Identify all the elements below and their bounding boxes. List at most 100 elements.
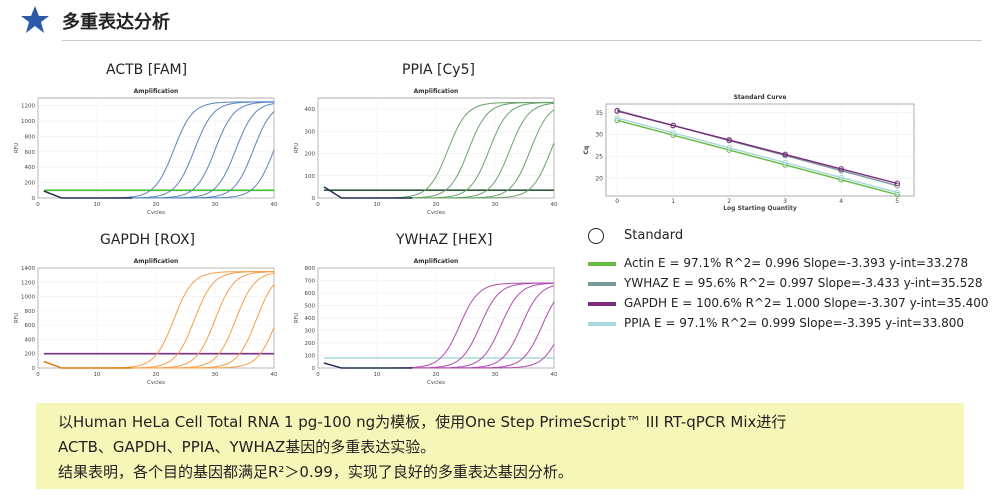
x-tick-label: 30: [212, 372, 219, 378]
panel-title-ppia: PPIA [Cy5]: [402, 62, 475, 78]
y-tick-label: 200: [305, 152, 316, 158]
panel-title-gapdh: GAPDH [ROX]: [100, 232, 195, 248]
y-tick-label: 1000: [21, 119, 35, 125]
x-tick-label: 30: [212, 202, 219, 208]
amplification-chart-ppia: Amplification 0 100 200 300 400 0 10 20 30 40 Cycle…: [294, 88, 558, 214]
standard-point: [670, 122, 676, 129]
x-axis-label: Cycles: [147, 210, 165, 214]
standard-point: [614, 117, 621, 124]
x-tick-label: 5: [895, 198, 899, 205]
plot-title: Amplification: [414, 258, 459, 265]
header-divider: [62, 40, 982, 41]
description-box: 以Human HeLa Cell Total RNA 1 pg-100 ng为模…: [36, 403, 964, 489]
x-axis-label: Cycles: [147, 380, 165, 384]
y-tick-label: 20: [595, 175, 603, 182]
x-tick-label: 4: [839, 198, 843, 205]
amplification-chart-ywhaz: Amplification 0 100 200 300 400 500 600 700 800 0 1…: [294, 258, 558, 384]
plot-title: Amplification: [134, 258, 179, 265]
legend-text: Actin E = 97.1% R^2= 0.996 Slope=-3.393 …: [624, 256, 969, 270]
y-tick-label: 0: [32, 196, 36, 202]
legend-standard-label: Standard: [624, 228, 684, 243]
y-tick-label: 400: [25, 165, 36, 171]
std-curve-title: Standard Curve: [734, 94, 787, 101]
y-tick-label: 300: [305, 329, 316, 335]
x-axis-label: Log Starting Quantity: [723, 205, 797, 212]
y-tick-label: 200: [25, 181, 36, 187]
x-tick-label: 30: [492, 202, 499, 208]
y-tick-label: 0: [312, 366, 316, 372]
x-tick-label: 10: [374, 372, 381, 378]
baseline-trace: [323, 186, 413, 199]
baseline-trace: [323, 362, 413, 369]
description-line-3: 结果表明，各个目的基因都满足R²＞0.99，实现了良好的多重表达基因分析。: [58, 463, 573, 481]
x-tick-label: 0: [316, 372, 320, 378]
legend-text: YWHAZ E = 95.6% R^2= 0.997 Slope=-3.433 …: [624, 276, 983, 290]
x-tick-label: 10: [94, 372, 101, 378]
x-tick-label: 10: [374, 202, 381, 208]
star-icon: [21, 6, 49, 33]
standard-point: [670, 130, 676, 136]
y-tick-label: 400: [25, 337, 36, 343]
x-tick-label: 40: [551, 372, 558, 378]
plot-title: Amplification: [134, 88, 179, 95]
y-tick-label: 600: [25, 150, 36, 156]
standard-point: [614, 108, 621, 114]
y-tick-label: 500: [305, 304, 316, 310]
x-tick-label: 0: [36, 202, 40, 208]
standard-point: [614, 115, 621, 121]
y-tick-label: 1000: [21, 295, 35, 301]
standard-point: [726, 137, 732, 143]
x-tick-label: 0: [615, 198, 619, 205]
legend-swatch: [588, 322, 616, 326]
x-tick-label: 20: [153, 202, 160, 208]
legend-swatch: [588, 282, 616, 286]
y-tick-label: 800: [305, 266, 316, 272]
x-tick-label: 0: [316, 202, 320, 208]
y-tick-label: 600: [25, 323, 36, 329]
y-tick-label: 600: [305, 291, 316, 297]
std-plot-area: [605, 103, 915, 197]
x-tick-label: 3: [783, 198, 787, 205]
amplification-chart-actb: Amplification 0 200 400 600 800 1000 1200 0 10 20 3…: [14, 88, 278, 214]
y-tick-label: 35: [595, 110, 603, 117]
standard-point: [894, 189, 901, 196]
section-header: 多重表达分析: [0, 0, 1000, 41]
y-tick-label: 0: [312, 196, 316, 202]
x-tick-label: 40: [551, 202, 558, 208]
standard-point: [782, 151, 788, 158]
legend-text: GAPDH E = 100.6% R^2= 1.000 Slope=-3.307…: [624, 296, 989, 310]
baseline-trace: [43, 190, 133, 199]
y-tick-label: 1200: [21, 280, 35, 286]
plot-title: Amplification: [414, 88, 459, 95]
y-tick-label: 300: [305, 129, 316, 135]
baseline-trace: [43, 360, 133, 369]
standard-curve-chart: Standard Curve 20 25 30 35 0 1 2 3 4 5 Log Starting…: [583, 94, 915, 212]
x-axis-label: Cycles: [427, 210, 445, 214]
fit-line: [617, 110, 898, 185]
fit-line: [617, 119, 898, 196]
x-tick-label: 1: [671, 198, 675, 205]
section-title: 多重表达分析: [62, 12, 170, 33]
standard-point: [838, 174, 845, 181]
y-tick-label: 30: [595, 132, 603, 139]
y-tick-label: 800: [25, 309, 36, 315]
standard-point: [838, 166, 845, 172]
x-tick-label: 20: [153, 372, 160, 378]
x-tick-label: 0: [36, 372, 40, 378]
y-tick-label: 400: [305, 107, 316, 113]
legend-swatch: [588, 302, 616, 306]
y-axis-label: Cq: [583, 146, 590, 155]
x-tick-label: 40: [271, 372, 278, 378]
x-tick-label: 30: [492, 372, 499, 378]
y-axis-label: RFU: [294, 143, 300, 153]
y-axis-label: RFU: [14, 143, 20, 153]
description-line-2: ACTB、GAPDH、PPIA、YWHAZ基因的多重表达实验。: [58, 438, 436, 456]
y-tick-label: 100: [305, 174, 316, 180]
standard-point: [894, 180, 901, 187]
fit-line: [617, 117, 898, 194]
y-axis-label: RFU: [294, 313, 300, 323]
legend-swatch: [588, 262, 616, 266]
y-tick-label: 1400: [21, 266, 35, 272]
standard-point: [782, 159, 788, 166]
panel-title-actb: ACTB [FAM]: [106, 62, 188, 78]
